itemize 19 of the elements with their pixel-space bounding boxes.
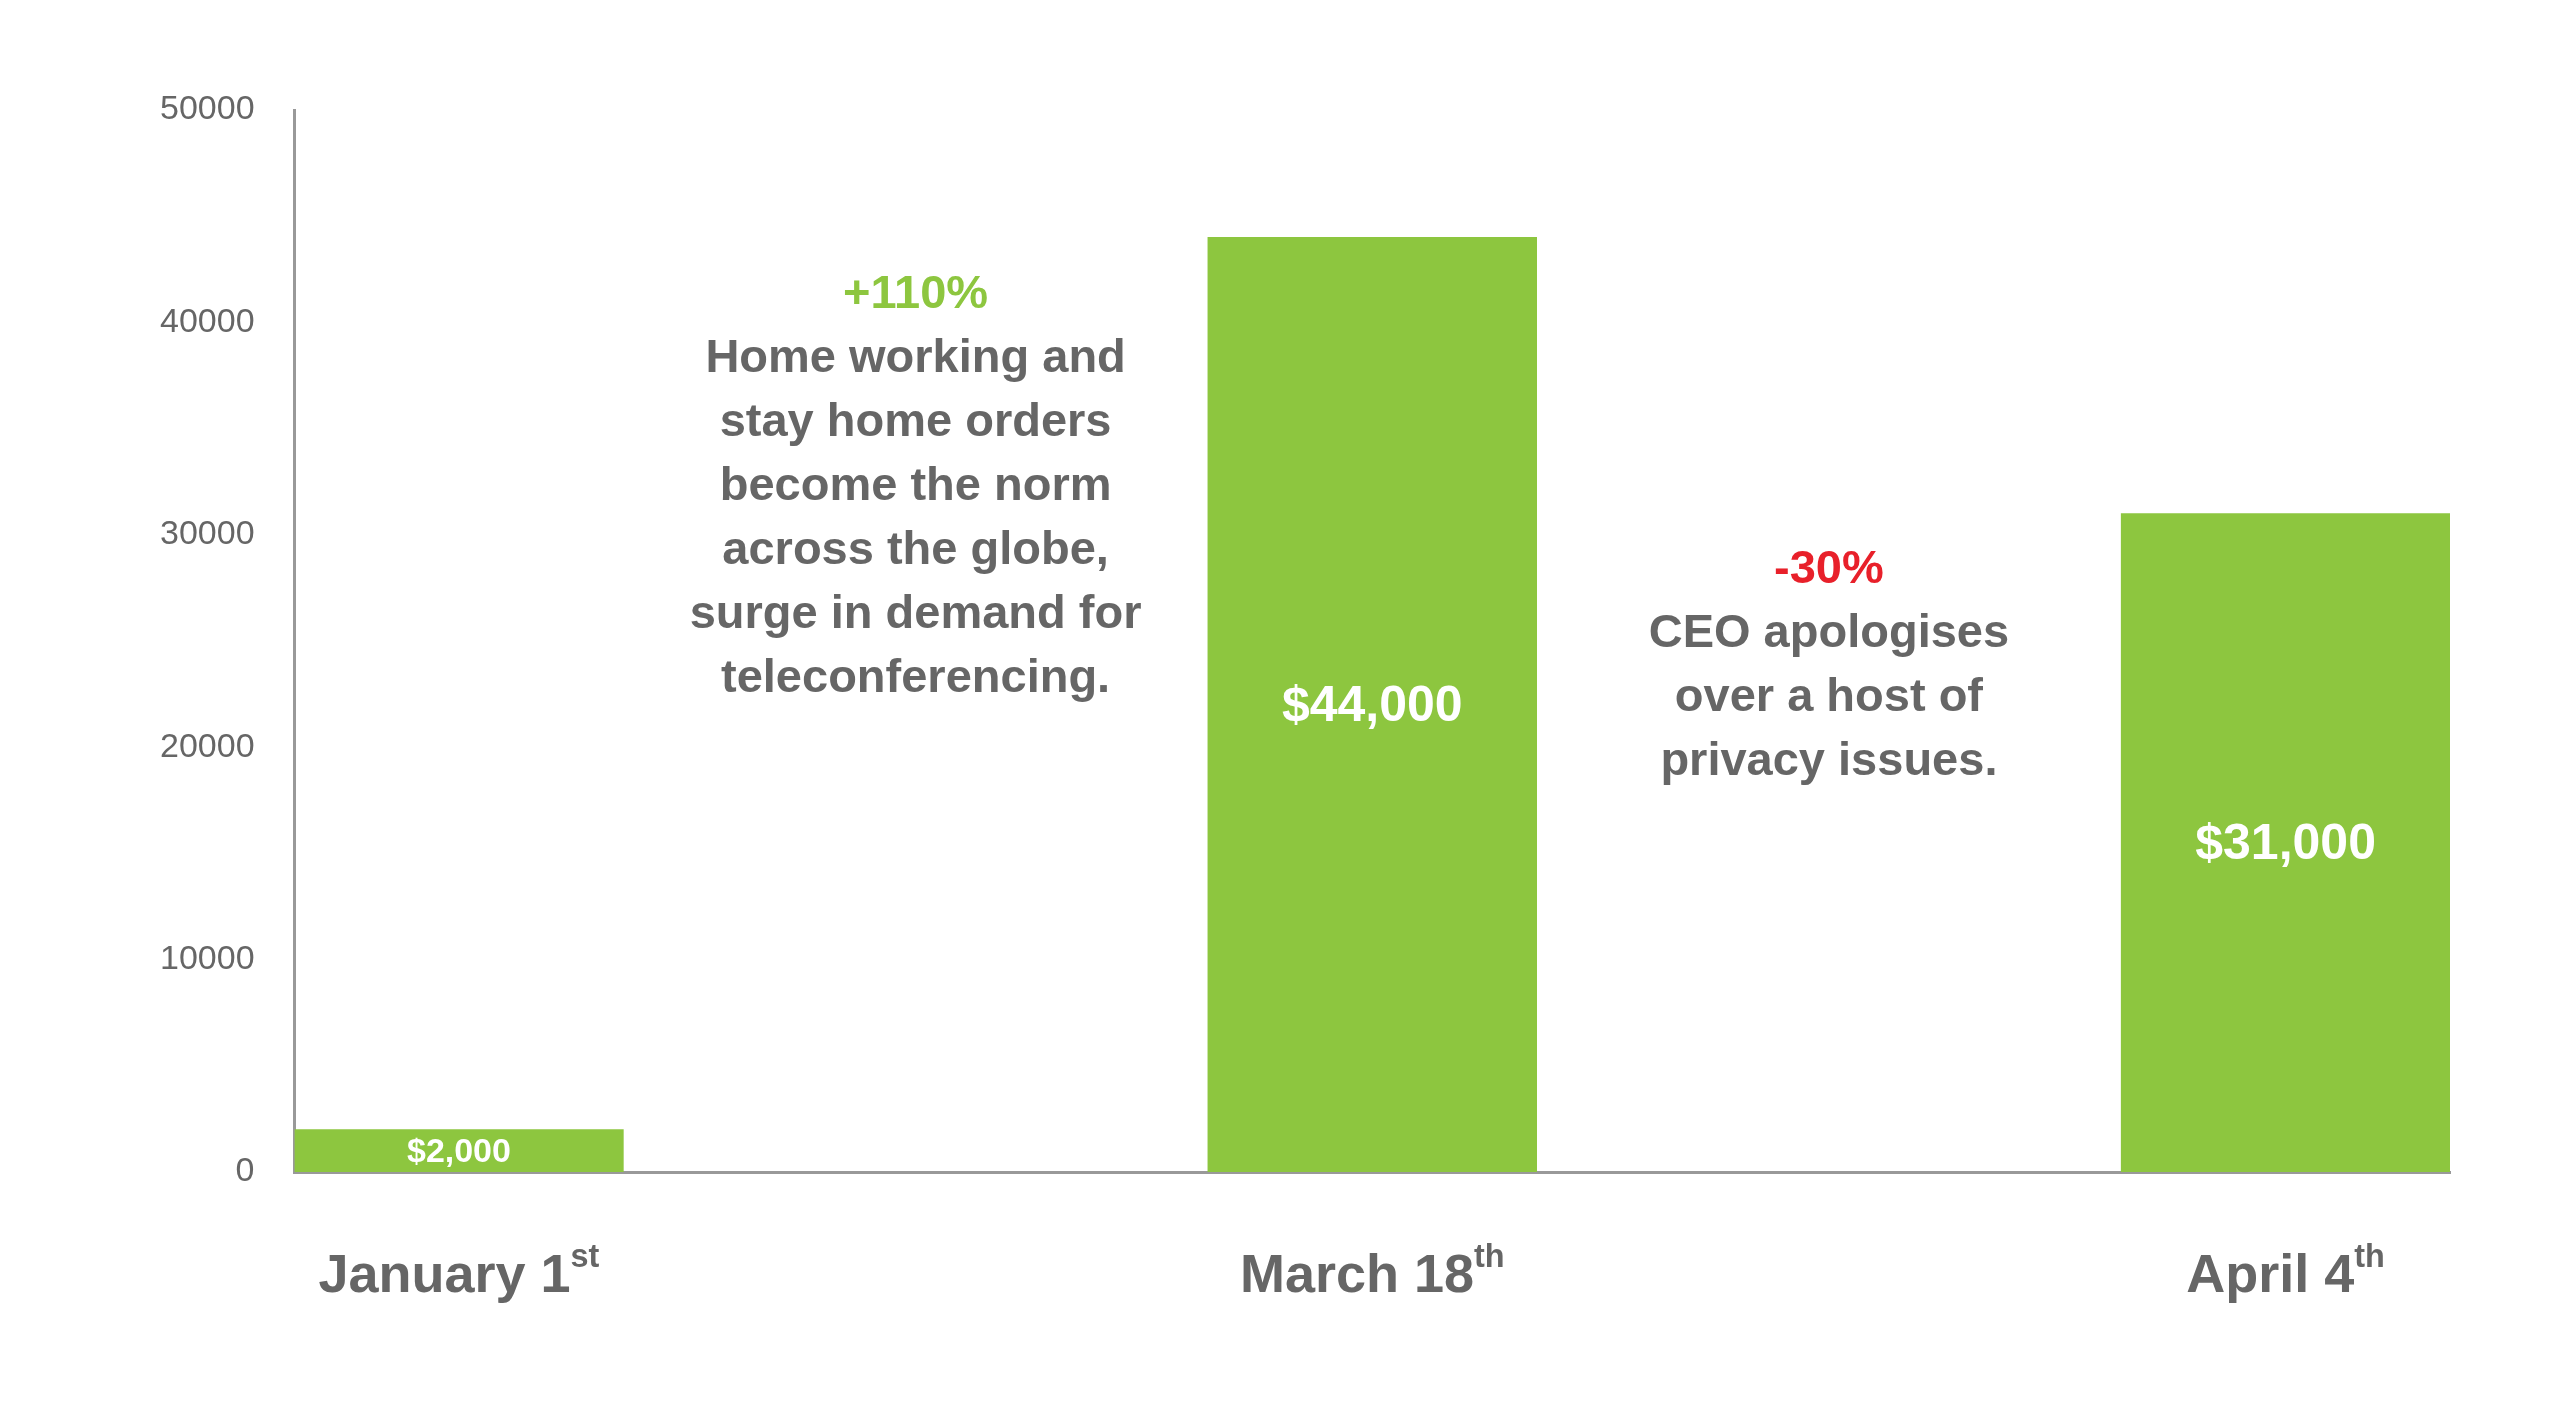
y-tick-label: 20000: [160, 725, 255, 764]
y-tick-label: 0: [235, 1150, 255, 1189]
x-tick-label: January 1$^{st}$: [318, 1238, 600, 1304]
y-tick-label: 30000: [160, 513, 255, 552]
x-tick-label: April 4$^{th}$: [2186, 1238, 2385, 1304]
data-label: $44,000: [1281, 675, 1463, 732]
y-tick-label: 50000: [160, 88, 255, 127]
data-label: $31,000: [2195, 813, 2376, 870]
bar: [294, 1129, 624, 1172]
annotation: CEO apologises over a host of privacy issues.: [1647, 603, 2011, 787]
bar: [2120, 513, 2450, 1172]
annotation: Home working and stay home orders become the norm across the globe, surge in demand for teleconferencing.: [688, 328, 1143, 704]
y-tick-label: 40000: [160, 300, 255, 339]
x-tick-label: March 18$^{th}$: [1239, 1238, 1505, 1304]
y-tick-label: 10000: [160, 937, 255, 976]
bar: [1207, 237, 1537, 1172]
annotation: +110%: [842, 264, 990, 320]
annotation: -30%: [1773, 539, 1885, 595]
data-label: $2,000: [406, 1131, 511, 1170]
